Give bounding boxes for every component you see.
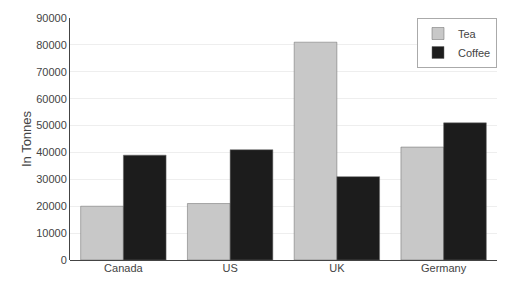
svg-text:In Tonnes: In Tonnes [19,110,34,167]
svg-text:30000: 30000 [36,173,67,185]
svg-text:90000: 90000 [36,12,67,24]
svg-text:UK: UK [329,262,345,274]
svg-text:Coffee: Coffee [458,47,490,59]
svg-text:20000: 20000 [36,200,67,212]
svg-text:10000: 10000 [36,227,67,239]
svg-text:Germany: Germany [421,262,467,274]
svg-text:US: US [222,262,237,274]
svg-text:Tea: Tea [458,28,477,40]
svg-text:Canada: Canada [104,262,143,274]
svg-text:80000: 80000 [36,39,67,51]
svg-text:60000: 60000 [36,93,67,105]
svg-text:40000: 40000 [36,146,67,158]
svg-text:50000: 50000 [36,119,67,131]
svg-text:70000: 70000 [36,66,67,78]
svg-text:0: 0 [61,254,67,266]
